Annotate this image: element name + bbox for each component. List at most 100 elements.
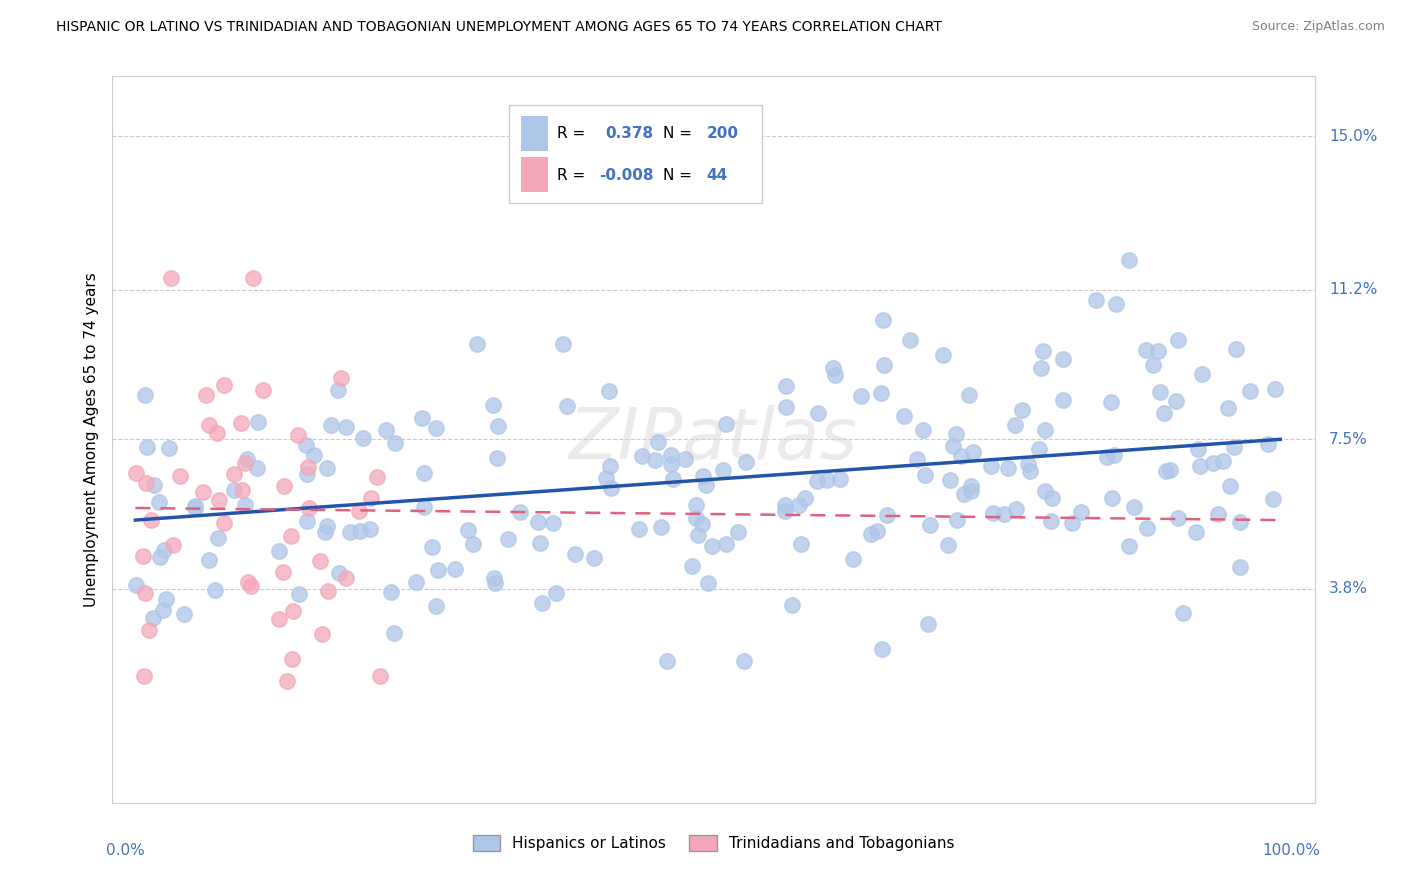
Point	[159, 441, 181, 455]
Point	[527, 515, 550, 529]
Point	[1264, 383, 1286, 397]
Point	[1188, 458, 1211, 473]
Point	[204, 582, 226, 597]
Point	[898, 333, 921, 347]
Point	[246, 461, 269, 475]
Point	[714, 537, 737, 551]
Point	[252, 383, 274, 397]
Point	[1164, 394, 1187, 409]
Point	[544, 585, 567, 599]
Point	[1136, 521, 1159, 535]
Point	[790, 537, 813, 551]
Point	[932, 347, 955, 361]
Point	[960, 483, 983, 498]
Point	[1052, 352, 1074, 367]
Point	[1118, 253, 1140, 268]
Point	[162, 538, 184, 552]
Point	[308, 554, 330, 568]
Point	[134, 668, 156, 682]
Point	[1028, 442, 1050, 457]
Point	[711, 462, 734, 476]
Point	[368, 669, 391, 683]
Text: R =: R =	[557, 168, 585, 183]
Point	[1099, 394, 1122, 409]
Point	[1105, 297, 1128, 311]
Point	[1135, 343, 1157, 358]
Point	[1187, 442, 1209, 457]
Point	[281, 604, 304, 618]
Point	[142, 611, 165, 625]
Point	[1004, 502, 1026, 516]
Legend: Hispanics or Latinos, Trinidadians and Tobagonians: Hispanics or Latinos, Trinidadians and T…	[467, 829, 960, 857]
Point	[945, 426, 967, 441]
Point	[359, 522, 381, 536]
Point	[236, 452, 259, 467]
Point	[553, 336, 575, 351]
Point	[659, 457, 682, 471]
Point	[1229, 516, 1251, 530]
Point	[775, 400, 797, 414]
Point	[1062, 516, 1084, 531]
Point	[484, 576, 506, 591]
Point	[148, 494, 170, 508]
Point	[231, 483, 253, 497]
Point	[231, 416, 253, 430]
Point	[496, 533, 519, 547]
Point	[328, 566, 350, 580]
Point	[842, 552, 865, 566]
Point	[405, 575, 427, 590]
Point	[287, 427, 309, 442]
Point	[1212, 454, 1234, 468]
Point	[1223, 441, 1246, 455]
Point	[872, 358, 894, 372]
Point	[184, 500, 207, 515]
Point	[695, 477, 717, 491]
Point	[288, 587, 311, 601]
Point	[807, 406, 830, 420]
Point	[207, 531, 229, 545]
Point	[1257, 437, 1279, 451]
Point	[1225, 343, 1247, 357]
Point	[1032, 344, 1054, 359]
Point	[280, 529, 302, 543]
Point	[139, 513, 162, 527]
Point	[316, 519, 339, 533]
Text: 44: 44	[706, 168, 727, 183]
Point	[959, 479, 981, 493]
Point	[650, 520, 672, 534]
Point	[197, 417, 219, 432]
Point	[294, 438, 316, 452]
Point	[482, 398, 505, 412]
Point	[297, 467, 319, 481]
Point	[132, 549, 155, 563]
Point	[335, 420, 357, 434]
Point	[467, 337, 489, 351]
Point	[152, 543, 174, 558]
Point	[295, 514, 318, 528]
Point	[1084, 293, 1107, 307]
Point	[269, 544, 291, 558]
Point	[384, 435, 406, 450]
Point	[1218, 401, 1240, 416]
Point	[444, 562, 467, 576]
Point	[692, 469, 714, 483]
Point	[564, 547, 586, 561]
Point	[1229, 560, 1251, 574]
Point	[1070, 505, 1092, 519]
Point	[1154, 464, 1177, 478]
Point	[627, 522, 650, 536]
Point	[1202, 457, 1225, 471]
Point	[239, 579, 262, 593]
Point	[815, 473, 838, 487]
Point	[486, 419, 509, 434]
Point	[366, 470, 388, 484]
Point	[644, 453, 666, 467]
Point	[773, 504, 796, 518]
Point	[191, 485, 214, 500]
Point	[311, 626, 333, 640]
Point	[1039, 514, 1062, 528]
Point	[685, 511, 707, 525]
Point	[461, 537, 484, 551]
Point	[1052, 392, 1074, 407]
Point	[224, 467, 246, 481]
